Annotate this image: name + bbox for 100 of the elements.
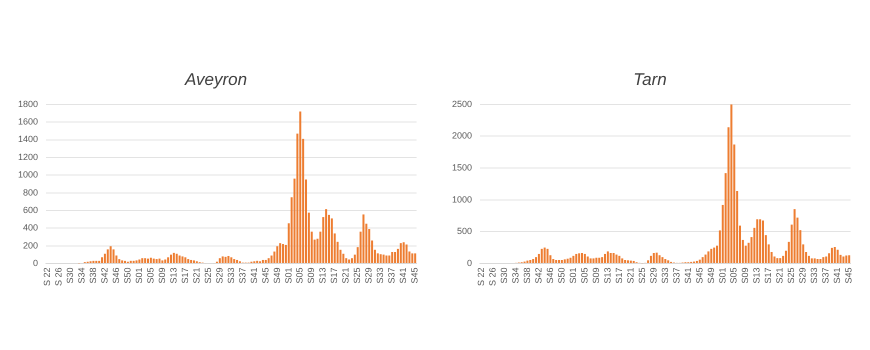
y-tick-label: 1200 [18, 152, 38, 162]
bar [698, 260, 701, 263]
bar [762, 220, 764, 263]
bar [101, 257, 104, 263]
bar [558, 260, 560, 263]
bar [227, 256, 230, 263]
bar [391, 252, 394, 263]
bar [178, 256, 181, 263]
x-tick-label: S46 [544, 267, 555, 284]
bar [138, 260, 140, 263]
bar [624, 260, 626, 263]
x-tick-label: S50 [556, 267, 566, 284]
x-tick-label: S13 [318, 267, 328, 284]
x-tick-label: S09 [306, 267, 316, 284]
bar [650, 256, 652, 263]
bar [187, 259, 190, 263]
bar [376, 253, 379, 263]
bar [156, 259, 158, 263]
bar [601, 257, 604, 263]
bar [618, 256, 620, 263]
bar [236, 260, 238, 263]
bar [170, 254, 172, 263]
bar [756, 219, 758, 263]
bar [184, 257, 186, 263]
bar [555, 260, 558, 263]
bar [652, 252, 655, 263]
x-tick-label: S25 [786, 267, 796, 284]
bar [560, 260, 563, 263]
x-tick-label: S38 [522, 267, 532, 284]
bar [564, 259, 566, 263]
bar [825, 256, 828, 263]
bar [707, 251, 710, 263]
y-tick-label: 0 [467, 258, 472, 268]
y-tick-label: 800 [22, 187, 38, 198]
x-tick-label: S09 [740, 267, 750, 284]
x-tick-label: S 26 [53, 267, 64, 286]
x-tick-label: S 22 [42, 267, 52, 286]
bar [776, 258, 778, 263]
y-tick-label: 2500 [452, 98, 472, 109]
bar [535, 257, 538, 263]
x-tick-label: S13 [602, 267, 612, 284]
x-tick-label: S33 [809, 267, 820, 284]
x-tick-label: S29 [364, 267, 374, 284]
bar [621, 258, 624, 263]
bar [262, 260, 264, 263]
bar [414, 253, 416, 263]
bar [172, 252, 175, 263]
y-tick-label: 1000 [18, 170, 38, 180]
x-tick-label: S09 [590, 267, 601, 284]
bar [325, 209, 328, 263]
bar [704, 254, 707, 263]
x-tick-label: S29 [798, 267, 808, 284]
x-tick-label: S30 [64, 267, 75, 284]
bar [141, 258, 144, 263]
bar [270, 256, 273, 263]
bar [276, 246, 278, 263]
chart-title: Tarn [633, 70, 667, 89]
bar [121, 260, 124, 263]
bar [362, 214, 364, 263]
x-tick-label: S33 [660, 267, 670, 284]
x-tick-label: S17 [614, 267, 624, 284]
x-tick-label: S45 [844, 267, 854, 284]
bar [402, 242, 405, 263]
bar [406, 244, 408, 263]
bar [794, 209, 796, 263]
bar [816, 259, 819, 263]
x-tick-label: S05 [145, 267, 156, 284]
bar [136, 260, 138, 263]
x-tick-label: S01 [568, 267, 578, 284]
bar [192, 260, 195, 263]
y-tick-label: 2000 [452, 130, 472, 141]
x-tick-label: S01 [134, 267, 144, 284]
bar [661, 257, 664, 263]
x-tick-label: S41 [398, 267, 408, 284]
bar [532, 259, 534, 263]
bar [546, 248, 549, 263]
y-tick-label: 1500 [452, 162, 472, 173]
x-tick-label: S21 [625, 267, 636, 284]
x-tick-label: S37 [386, 267, 397, 284]
bar [664, 259, 666, 263]
bar [586, 256, 589, 263]
x-tick-label: S29 [214, 267, 224, 284]
x-tick-label: S13 [752, 267, 762, 284]
bar [385, 256, 388, 263]
bar [279, 243, 282, 263]
x-tick-label: S13 [168, 267, 178, 284]
bar [224, 256, 227, 263]
bar [581, 252, 584, 263]
bar [730, 104, 732, 263]
bar [584, 254, 586, 263]
bar [112, 249, 115, 263]
x-tick-label: S41 [248, 267, 259, 284]
bar [834, 246, 836, 263]
x-tick-label: S45 [410, 267, 420, 284]
x-tick-label: S42 [533, 267, 544, 284]
bar [400, 243, 402, 263]
x-tick-label: S21 [774, 267, 785, 284]
bar [190, 260, 192, 263]
y-tick-label: 1000 [452, 194, 472, 204]
y-tick-label: 0 [33, 258, 38, 268]
